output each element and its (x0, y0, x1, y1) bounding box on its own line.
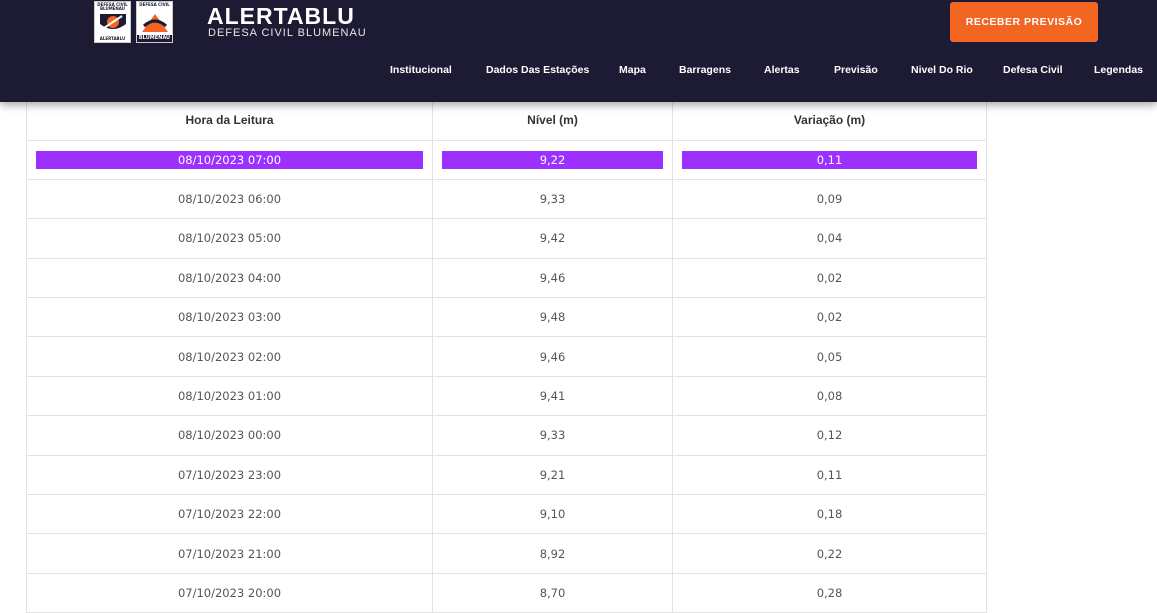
cell-hora: 08/10/2023 07:00 (26, 139, 433, 180)
shield-logo-icon (100, 14, 126, 29)
column-header-nivel: Nível (m) (432, 100, 673, 141)
table-row-highlighted: 08/10/2023 07:00 9,22 0,11 (26, 139, 987, 180)
brand-title[interactable]: ALERTABLU (207, 3, 355, 29)
column-header-hora: Hora da Leitura (26, 100, 433, 141)
nav-item-mapa[interactable]: Mapa (619, 64, 646, 76)
cell-variacao: 0,05 (672, 336, 987, 377)
cell-variacao: 0,08 (672, 375, 987, 417)
receber-previsao-button[interactable]: RECEBER PREVISÃO (950, 2, 1098, 42)
table-row: 08/10/2023 05:00 9,42 0,04 (26, 218, 987, 259)
brand-subtitle: DEFESA CIVIL BLUMENAU (208, 27, 367, 39)
cell-variacao: 0,09 (672, 178, 987, 220)
cell-nivel: 9,48 (432, 297, 673, 338)
cell-variacao: 0,22 (672, 533, 987, 574)
cell-nivel: 9,22 (432, 139, 673, 180)
cell-nivel: 9,33 (432, 415, 673, 456)
cell-nivel: 9,42 (432, 218, 673, 259)
table-row: 07/10/2023 23:00 9,21 0,11 (26, 454, 987, 496)
cell-variacao: 0,12 (672, 415, 987, 456)
river-level-table-container: Hora da Leitura Nível (m) Variação (m) 0… (26, 100, 987, 613)
logo1-top-text: DEFESA CIVIL BLUMENAU (97, 2, 128, 11)
nav-item-institucional[interactable]: Institucional (390, 64, 452, 76)
table-row: 08/10/2023 04:00 9,46 0,02 (26, 257, 987, 299)
cell-hora: 07/10/2023 20:00 (26, 572, 433, 613)
cell-nivel: 9,21 (432, 454, 673, 496)
cell-hora: 07/10/2023 23:00 (26, 454, 433, 496)
table-row: 07/10/2023 20:00 8,70 0,28 (26, 572, 987, 613)
cell-hora: 07/10/2023 21:00 (26, 533, 433, 574)
nav-item-defesa-civil[interactable]: Defesa Civil (1003, 64, 1063, 76)
nav-item-alertas[interactable]: Alertas (764, 64, 800, 76)
cell-variacao: 0,02 (672, 297, 987, 338)
table-header-row: Hora da Leitura Nível (m) Variação (m) (26, 100, 987, 141)
cell-variacao: 0,11 (672, 454, 987, 496)
table-row: 08/10/2023 00:00 9,33 0,12 (26, 415, 987, 456)
logo2-bottom-text: BLUMENAU (137, 35, 172, 42)
table-row: 07/10/2023 21:00 8,92 0,22 (26, 533, 987, 574)
cell-variacao: 0,28 (672, 572, 987, 613)
cell-variacao: 0,02 (672, 257, 987, 299)
logo1-bottom-text: ALERTABLU (99, 36, 126, 41)
table-row: 08/10/2023 03:00 9,48 0,02 (26, 297, 987, 338)
cell-variacao: 0,11 (672, 139, 987, 180)
nav-item-dados-estacoes[interactable]: Dados Das Estações (486, 64, 590, 76)
cell-nivel: 9,46 (432, 336, 673, 377)
highlighted-hora: 08/10/2023 07:00 (36, 150, 423, 169)
cell-hora: 07/10/2023 22:00 (26, 494, 433, 535)
defesa-civil-logo[interactable]: DEFESA CIVIL BLUMENAU (136, 1, 173, 43)
nav-item-barragens[interactable]: Barragens (679, 64, 731, 76)
cell-hora: 08/10/2023 01:00 (26, 375, 433, 417)
logo2-top-text: DEFESA CIVIL (139, 2, 170, 7)
cell-variacao: 0,18 (672, 494, 987, 535)
highlighted-nivel: 9,22 (442, 150, 663, 169)
nav-item-nivel-rio[interactable]: Nivel Do Rio (911, 64, 973, 76)
river-level-table: Hora da Leitura Nível (m) Variação (m) 0… (26, 100, 987, 613)
table-row: 07/10/2023 22:00 9,10 0,18 (26, 494, 987, 535)
cell-nivel: 9,46 (432, 257, 673, 299)
cell-hora: 08/10/2023 00:00 (26, 415, 433, 456)
table-row: 08/10/2023 02:00 9,46 0,05 (26, 336, 987, 377)
cell-nivel: 8,70 (432, 572, 673, 613)
cell-nivel: 9,41 (432, 375, 673, 417)
table-row: 08/10/2023 06:00 9,33 0,09 (26, 178, 987, 220)
cell-nivel: 9,10 (432, 494, 673, 535)
cell-variacao: 0,04 (672, 218, 987, 259)
cell-nivel: 8,92 (432, 533, 673, 574)
cell-hora: 08/10/2023 04:00 (26, 257, 433, 299)
highlighted-variacao: 0,11 (682, 150, 977, 169)
triangle-logo-icon (142, 14, 168, 32)
cell-hora: 08/10/2023 02:00 (26, 336, 433, 377)
nav-item-legendas[interactable]: Legendas (1094, 64, 1144, 76)
cell-hora: 08/10/2023 05:00 (26, 218, 433, 259)
column-header-variacao: Variação (m) (672, 100, 987, 141)
cell-hora: 08/10/2023 06:00 (26, 178, 433, 220)
table-row: 08/10/2023 01:00 9,41 0,08 (26, 375, 987, 417)
alertablu-logo[interactable]: DEFESA CIVIL BLUMENAU ALERTABLU (94, 1, 131, 43)
site-header: DEFESA CIVIL BLUMENAU ALERTABLU DEFESA C… (0, 0, 1157, 102)
cell-hora: 08/10/2023 03:00 (26, 297, 433, 338)
nav-item-previsao[interactable]: Previsão (834, 64, 878, 76)
cell-nivel: 9,33 (432, 178, 673, 220)
